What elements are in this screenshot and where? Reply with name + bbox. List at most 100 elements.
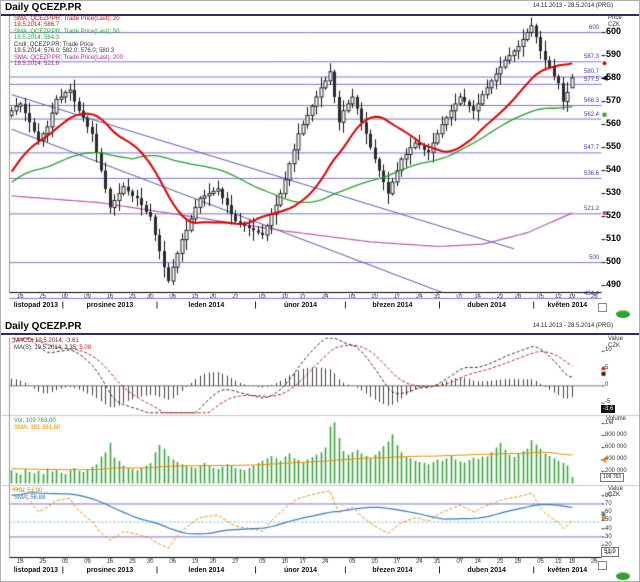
price-tick-label: 530 xyxy=(606,187,622,198)
x-tick-label: 06 xyxy=(169,294,177,300)
legend-volume-sma: SMA; 391 381,60 xyxy=(14,425,61,431)
month-label: květen 2014 xyxy=(547,302,588,309)
macd-last-value-badge: -3.6 xyxy=(601,405,616,413)
price-tick-label: 520 xyxy=(606,210,622,221)
x-tick-label: 09 xyxy=(84,294,91,300)
legend-sma200-value: 19.5.2014; 521.6 xyxy=(14,61,60,67)
x-tick-label: 13 xyxy=(191,559,199,565)
level-label: 500 xyxy=(588,255,599,262)
level-label: 580.7 xyxy=(583,69,599,76)
indicator-window-daterange: 14.11.2013 - 28.5.2014 (PRG) xyxy=(532,323,613,329)
x-tick-label: 23 xyxy=(128,294,136,300)
x-tick-label: 14 xyxy=(474,559,481,565)
x-tick-label: 16 xyxy=(106,559,114,565)
month-label: březen 2014 xyxy=(372,567,413,574)
x-tick-label: 26 xyxy=(590,559,598,565)
volume-tick-label: 800 000 xyxy=(605,431,627,438)
x-tick-label: 12 xyxy=(555,294,562,300)
level-label: 562.4 xyxy=(583,111,599,118)
rsi-axis-currency: CZK xyxy=(608,492,620,498)
month-label: únor 2014 xyxy=(283,302,318,309)
legend-rsi-sma: SMA; 56.88 xyxy=(14,495,46,501)
month-separator: | xyxy=(254,302,257,309)
month-label: leden 2014 xyxy=(188,302,225,309)
price-axis-currency: CZK xyxy=(608,22,620,28)
month-separator: | xyxy=(344,567,347,574)
legend-sma50-value: 19.5.2014; 564.3 xyxy=(14,35,60,41)
rsi-tick-label: 40 xyxy=(605,525,612,532)
indicator-window-title: Daily QCEZP.PR xyxy=(5,321,82,332)
price-axis-unit: Price xyxy=(608,15,622,21)
x-tick-label: 17 xyxy=(393,559,401,565)
macd-tick-label: 5 xyxy=(605,364,609,371)
x-tick-label: 22 xyxy=(496,559,504,565)
x-tick-label: 02 xyxy=(61,559,69,565)
macd-axis-currency: CZK xyxy=(608,343,620,349)
volume-last-value-badge: 109 763 xyxy=(600,473,625,482)
x-tick-label: 07 xyxy=(456,559,464,565)
x-tick-label: 03 xyxy=(259,294,266,300)
macd-tick-label: -5 xyxy=(605,399,611,406)
rsi-tick-label: 70 xyxy=(605,500,612,507)
x-tick-label: 16 xyxy=(106,294,114,300)
legend-sma200-name: SMA; QCEZP.PR; Trade Price(Last); 200 xyxy=(14,55,123,61)
x-tick-label: 02 xyxy=(61,294,69,300)
x-tick-label: 31 xyxy=(433,559,441,565)
x-tick-label: 12 xyxy=(555,559,562,565)
x-tick-label: 19 xyxy=(568,294,576,300)
price-tick-label: 510 xyxy=(606,233,622,244)
x-tick-label: 14 xyxy=(474,294,481,300)
legend-volume: Vol; 109 763,00 xyxy=(14,418,56,424)
rsi-axis-unit: Value xyxy=(608,486,623,492)
month-separator: | xyxy=(532,567,535,574)
volume-tick-label: 600 000 xyxy=(605,443,627,450)
rsi-tick-label: 80 xyxy=(605,492,612,499)
month-separator: | xyxy=(61,302,64,309)
x-tick-label: 05 xyxy=(537,559,544,565)
month-separator: | xyxy=(438,567,441,574)
brand-dot xyxy=(616,572,630,580)
rsi-tick-label: 30 xyxy=(605,533,612,540)
level-label: 600 xyxy=(588,25,599,32)
price-tick-label: 540 xyxy=(606,164,622,175)
month-separator: | xyxy=(156,567,158,574)
x-tick-label: 25 xyxy=(39,294,46,300)
x-tick-label: 03 xyxy=(259,559,266,565)
price-tick-label: 490 xyxy=(606,279,622,290)
level-label: 536.6 xyxy=(583,170,599,177)
x-tick-label: 26 xyxy=(590,294,598,300)
month-label: prosinec 2013 xyxy=(86,302,134,309)
macd-tick-label: 10 xyxy=(605,347,612,354)
note-icon[interactable] xyxy=(598,303,607,312)
month-label: duben 2014 xyxy=(467,302,506,309)
volume-axis-unit: Volume xyxy=(606,416,627,422)
x-tick-label: 10 xyxy=(371,559,378,565)
x-tick-label: 10 xyxy=(281,559,289,565)
x-tick-label: 31 xyxy=(433,294,441,300)
note-icon[interactable] xyxy=(598,561,607,570)
legend-sma20-name: SMA; QCEZP.PR; Trade Price(Last); 20 xyxy=(14,16,120,22)
x-tick-label: 17 xyxy=(393,294,401,300)
volume-tick-label: 1M xyxy=(605,419,614,426)
x-tick-label: 30 xyxy=(146,559,154,565)
price-tick-label: 560 xyxy=(606,118,622,129)
legend-macd-signal: MA(S); 19.5.2014; 3.35; xyxy=(14,345,80,351)
legend-candle-ohlc: 19.5.2014; 576.0; 582.0; 576.0; 580.3 xyxy=(14,48,115,54)
level-label: 577.5 xyxy=(583,76,599,83)
x-tick-label: 27 xyxy=(232,559,239,565)
rsi-tick-label: 20 xyxy=(605,542,612,549)
x-tick-label: 22 xyxy=(496,294,504,300)
month-label: leden 2014 xyxy=(188,567,225,574)
month-separator: | xyxy=(438,302,441,309)
rsi-tick-label: 10 xyxy=(605,550,612,557)
price-tick-label: 500 xyxy=(606,256,622,267)
x-tick-label: 03 xyxy=(348,294,356,300)
volume-tick-label: 400 000 xyxy=(605,455,627,462)
month-separator: | xyxy=(532,302,535,309)
x-tick-label: 28 xyxy=(514,294,522,300)
month-separator: | xyxy=(344,302,347,309)
month-label: listopad 2013 xyxy=(13,302,59,309)
month-label: květen 2014 xyxy=(547,567,588,574)
